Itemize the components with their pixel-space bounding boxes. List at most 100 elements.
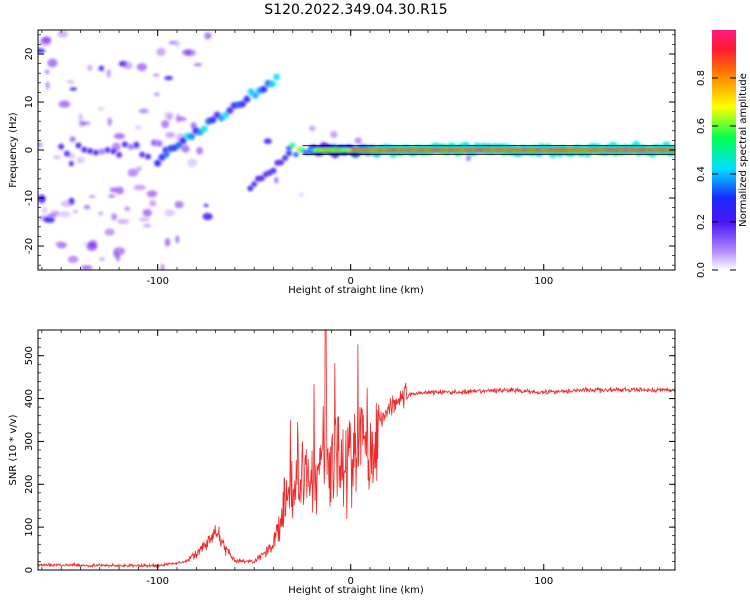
spectrogram-cell (164, 209, 176, 217)
spectrogram-cell (111, 213, 118, 221)
spectrogram-cell (47, 58, 58, 68)
spectrogram-cell (138, 108, 149, 114)
spectrogram-cell (268, 80, 276, 88)
spectrogram-cell (209, 116, 217, 124)
colorbar: 0.0 0.2 0.4 0.6 0.8 Normalized spectral ampl… (696, 30, 749, 278)
spectrogram-cell (136, 63, 147, 72)
spectrogram-cell (179, 137, 187, 145)
spectrogram-cell (149, 200, 157, 207)
spectrogram-cell (83, 205, 91, 210)
colorbar-tick-label: 0.4 (696, 166, 707, 182)
spectrogram-cell (145, 153, 152, 160)
spectrogram-cell (251, 181, 258, 188)
snr-frame (37, 329, 676, 571)
spectrogram-cell (107, 117, 113, 127)
y-tick-label: 400 (24, 389, 35, 408)
spectrogram-cell (175, 235, 180, 244)
spectrogram-cell (44, 69, 50, 75)
spectrogram-cell (86, 242, 97, 252)
y-tick-label: 0 (24, 567, 35, 573)
spectrogram-cell (114, 133, 125, 140)
spectrogram-ylabel: Frequency (Hz) (8, 112, 19, 188)
spectrogram-cell (226, 106, 234, 114)
spectrogram-cell (89, 194, 96, 199)
spectrogram-cell (87, 64, 93, 72)
x-tick-label: -100 (146, 576, 169, 587)
spectrogram-cell (200, 125, 208, 133)
spectrogram-cell (98, 148, 105, 155)
spectrogram-cell (167, 113, 172, 121)
spectrogram-image (38, 30, 675, 270)
y-tick-label: -10 (24, 190, 35, 206)
spectrogram-cell (292, 152, 299, 158)
colorbar-tick-label: 0.2 (696, 214, 707, 230)
spectrogram-cell (68, 152, 76, 159)
spectrogram-cell (203, 203, 209, 208)
x-tick-label: 100 (534, 276, 553, 287)
y-tick-label: 10 (24, 96, 35, 109)
spectrogram-cell (81, 265, 93, 270)
spectrogram-cell (63, 150, 70, 157)
spectrogram-cell (270, 167, 277, 174)
spectrogram-cell (135, 124, 142, 130)
spectrogram-cell (127, 143, 134, 150)
spectrogram-cell (188, 133, 196, 141)
spectrogram-cell (222, 111, 230, 119)
spectrogram-cell (58, 100, 71, 108)
spectrogram-cell (59, 210, 71, 218)
x-tick-label: -100 (146, 276, 169, 287)
colorbar-label: Normalized spectral amplitude (738, 73, 749, 227)
spectrogram-cell (78, 113, 83, 122)
spectrogram-xlabel: Height of straight line (km) (288, 285, 424, 296)
snr-axes: -100 0 100 0 100 200 300 400 500 (24, 329, 675, 587)
spectrogram-cell (273, 73, 281, 81)
spectrogram-cell (196, 146, 204, 155)
spectrogram-cell (57, 30, 69, 38)
spectrogram-cell (58, 143, 65, 150)
spectrogram-cell (161, 120, 170, 129)
spectrogram-cell (274, 177, 279, 184)
y-tick-label: -20 (24, 238, 35, 254)
figure-title: S120.2022.349.04.30.R15 (264, 2, 447, 18)
spectrogram-cell (181, 144, 190, 153)
spectrogram-cell (204, 32, 212, 40)
spectrogram-cell (124, 206, 131, 212)
spectrogram-cell (41, 206, 48, 215)
spectrogram-cell (177, 116, 187, 122)
colorbar-tick-label: 0.6 (696, 118, 707, 134)
spectrogram-cell (160, 263, 165, 270)
spectrogram-cell (202, 212, 213, 221)
y-tick-label: 500 (24, 346, 35, 365)
spectrogram-cell (309, 125, 316, 132)
spectrogram-cell (190, 122, 197, 129)
snr-panel: -100 0 100 0 100 200 300 400 500 Height of strai… (8, 329, 676, 596)
x-tick-label: 0 (348, 576, 354, 587)
spectrogram-cell (139, 217, 150, 222)
spectrogram-cell (156, 140, 163, 147)
x-tick-label: 0 (348, 276, 354, 287)
spectrogram-cell (98, 211, 104, 216)
snr-xlabel: Height of straight line (km) (288, 585, 424, 596)
spectrogram-cell (104, 228, 115, 236)
y-tick-label: 300 (24, 432, 35, 451)
spectrogram-cell (45, 81, 50, 90)
spectrogram-cell (185, 49, 196, 57)
spectrogram-cell (115, 253, 121, 262)
spectrogram-cell (285, 145, 292, 151)
spectrogram-cell (72, 209, 79, 214)
spectrogram-cell (142, 208, 152, 217)
spectrogram-cell (243, 95, 251, 103)
spectrogram-cell (110, 148, 117, 155)
spectrogram-cell (466, 155, 471, 162)
spectrogram-cell (194, 63, 202, 67)
spectrogram-cell (139, 151, 146, 158)
spectrogram-cell (81, 146, 88, 153)
spectrogram-cell (285, 150, 292, 157)
spectrogram-cell (66, 79, 75, 84)
spectrogram-cell (142, 223, 152, 228)
spectrogram-cell (282, 154, 289, 161)
spectrogram-cell (154, 159, 162, 167)
spectrogram-cell (69, 136, 76, 143)
spectrogram-cell (162, 150, 170, 158)
